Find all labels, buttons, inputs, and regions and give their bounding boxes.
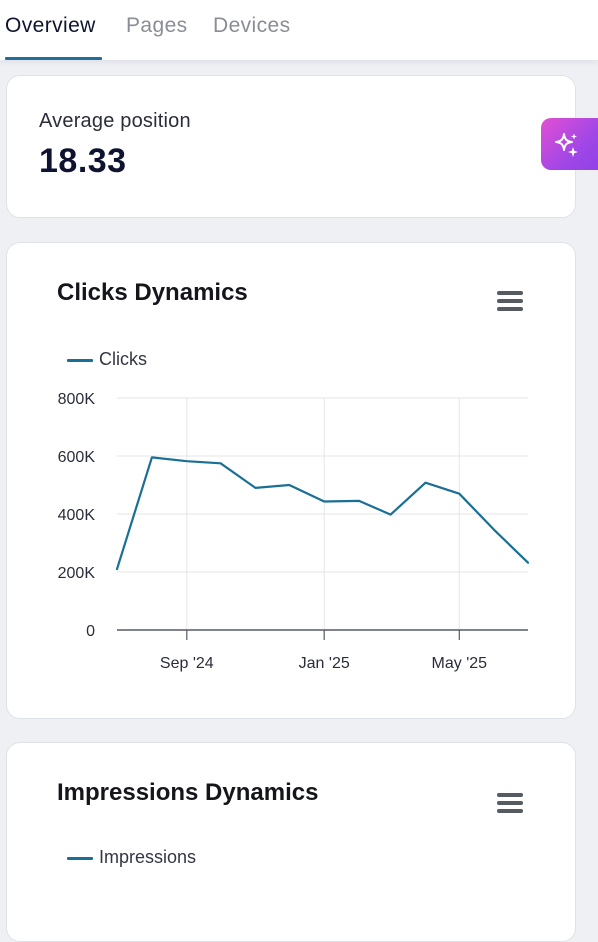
impressions-chart-card: Impressions Dynamics Impressions: [6, 742, 576, 942]
y-tick-label: 600K: [58, 449, 96, 466]
legend-line-icon: [67, 856, 93, 860]
clicks-line-chart: 0 200K 400K 600K 800K Sep '24 Jan '25 May '25: [58, 391, 530, 672]
tab-overview[interactable]: Overview: [5, 14, 96, 37]
tab-devices[interactable]: Devices: [213, 14, 291, 37]
x-tick-label: May '25: [432, 655, 488, 672]
series-line-clicks: [115, 456, 530, 571]
average-position-card: Average position 18.33: [6, 75, 576, 218]
chart-title: Impressions Dynamics: [57, 779, 319, 806]
legend-line-icon: [67, 358, 93, 362]
chart-title: Clicks Dynamics: [57, 279, 248, 306]
x-tick-label: Sep '24: [160, 655, 214, 672]
legend-label: Impressions: [99, 847, 197, 867]
tab-bar: Overview Pages Devices: [0, 0, 598, 60]
metric-value: 18.33: [39, 142, 127, 180]
active-tab-indicator: [5, 57, 102, 60]
metric-label: Average position: [39, 110, 191, 132]
legend-item-clicks[interactable]: Clicks: [67, 349, 147, 370]
tab-pages[interactable]: Pages: [126, 14, 188, 37]
x-tick-label: Jan '25: [299, 655, 350, 672]
hamburger-menu-icon[interactable]: [497, 291, 523, 313]
legend-item-impressions[interactable]: Impressions: [67, 847, 196, 868]
y-tick-label: 0: [86, 623, 95, 640]
hamburger-menu-icon[interactable]: [497, 793, 523, 815]
legend-label: Clicks: [99, 349, 147, 369]
ai-assistant-button[interactable]: [541, 118, 598, 170]
y-tick-label: 400K: [58, 507, 96, 524]
y-tick-label: 800K: [58, 391, 96, 408]
sparkle-icon: [555, 133, 578, 157]
clicks-chart-card: Clicks Dynamics Clicks 0 200K 400K 600K 800K…: [6, 242, 576, 719]
y-tick-label: 200K: [58, 565, 96, 582]
